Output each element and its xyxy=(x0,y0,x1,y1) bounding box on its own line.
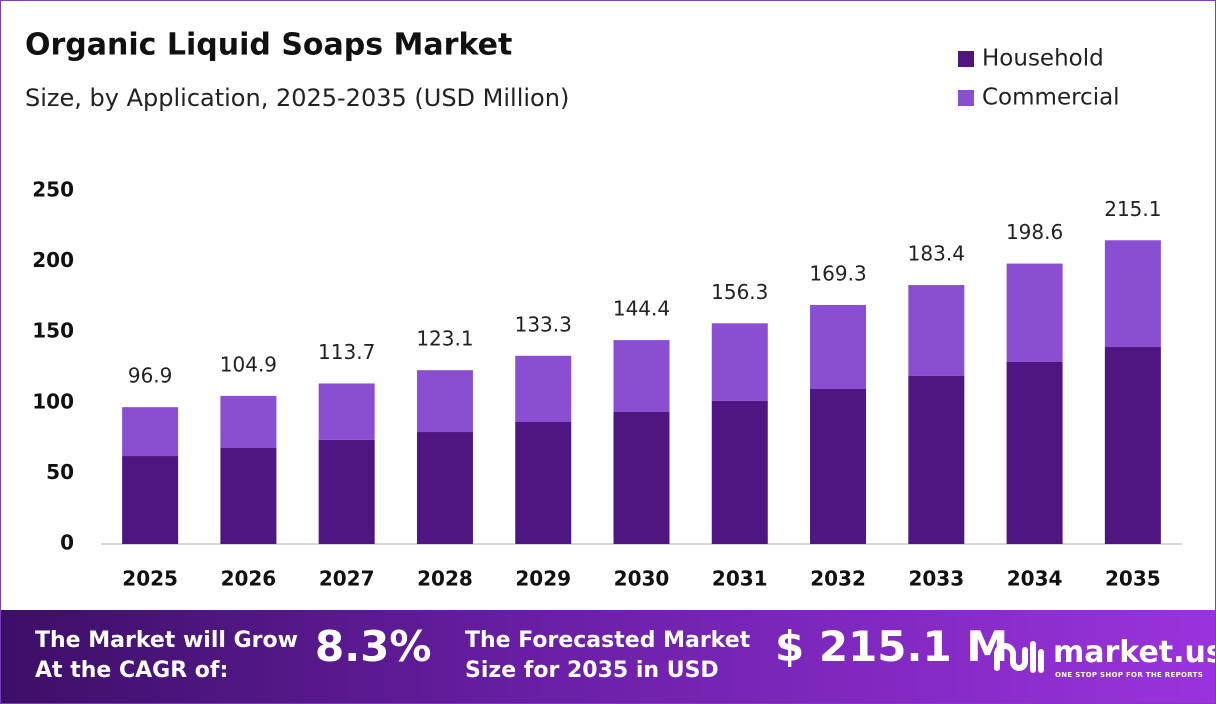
bar-segment xyxy=(711,323,768,401)
total-label: 123.1 xyxy=(416,327,473,351)
x-tick-label: 2028 xyxy=(417,567,473,591)
logo-tagline: ONE STOP SHOP FOR THE REPORTS xyxy=(1055,671,1204,679)
x-tick-label: 2033 xyxy=(908,567,964,591)
y-tick-label: 250 xyxy=(32,178,74,202)
legend-swatch xyxy=(958,90,974,106)
bar-segment xyxy=(908,375,965,544)
total-label: 104.9 xyxy=(220,352,277,376)
x-tick-label: 2031 xyxy=(712,567,768,591)
forecast-value: $ 215.1 M xyxy=(775,622,1009,671)
logo-icon xyxy=(994,641,1044,673)
y-tick-label: 200 xyxy=(32,248,74,272)
total-label: 133.3 xyxy=(515,312,572,336)
legend-label: Household xyxy=(982,46,1104,72)
cagr-label-1: The Market will Grow xyxy=(35,628,298,653)
bar-segment xyxy=(613,340,670,412)
total-label: 183.4 xyxy=(908,242,965,266)
bar-segment xyxy=(515,422,572,544)
x-tick-label: 2030 xyxy=(614,567,670,591)
total-label: 156.3 xyxy=(711,280,768,304)
bar-segment xyxy=(220,447,277,544)
y-tick-label: 0 xyxy=(60,531,74,555)
cagr-label-2: At the CAGR of: xyxy=(35,658,229,683)
y-tick-label: 100 xyxy=(32,389,74,413)
total-label: 144.4 xyxy=(613,297,670,321)
x-tick-label: 2026 xyxy=(221,567,277,591)
x-tick-label: 2035 xyxy=(1105,567,1161,591)
chart-title: Organic Liquid Soaps Market xyxy=(25,28,512,63)
chart: Organic Liquid Soaps Market Size, by App… xyxy=(25,28,1182,591)
bar-segment xyxy=(810,304,867,389)
bar-segment xyxy=(122,456,179,544)
total-label: 215.1 xyxy=(1104,197,1161,221)
legend-swatch xyxy=(958,51,974,67)
forecast-label-2: Size for 2035 in USD xyxy=(465,658,719,683)
bar-segment xyxy=(711,400,768,544)
banner: The Market will Grow At the CAGR of: 8.3… xyxy=(1,610,1215,703)
x-tick-label: 2034 xyxy=(1007,567,1063,591)
total-label: 96.9 xyxy=(128,364,173,388)
bar-segment xyxy=(810,388,867,544)
chart-subtitle: Size, by Application, 2025-2035 (USD Mil… xyxy=(25,84,569,112)
x-tick-label: 2025 xyxy=(122,567,178,591)
bar-segment xyxy=(908,285,965,376)
bar-segment xyxy=(1104,240,1161,348)
bar-segment xyxy=(1006,263,1063,362)
bar-segment xyxy=(318,383,375,440)
legend-label: Commercial xyxy=(982,85,1120,111)
total-label: 169.3 xyxy=(809,261,866,285)
bar-segment xyxy=(122,407,179,457)
bar-segment xyxy=(613,411,670,544)
bar-segment xyxy=(515,355,572,423)
cagr-value: 8.3% xyxy=(315,622,432,671)
y-tick-label: 50 xyxy=(46,460,74,484)
bar-segment xyxy=(416,370,473,433)
bar-segment xyxy=(1006,361,1063,544)
bar-segment xyxy=(220,395,277,448)
y-tick-label: 150 xyxy=(32,319,74,343)
bar-segment xyxy=(1104,347,1161,544)
bar-segment xyxy=(318,439,375,544)
total-label: 113.7 xyxy=(318,340,375,364)
x-tick-label: 2029 xyxy=(515,567,571,591)
bar-segment xyxy=(416,432,473,544)
forecast-label-1: The Forecasted Market xyxy=(465,628,751,653)
x-tick-label: 2027 xyxy=(319,567,375,591)
total-label: 198.6 xyxy=(1006,220,1063,244)
logo-text: market.us xyxy=(1053,635,1216,670)
x-tick-label: 2032 xyxy=(810,567,866,591)
